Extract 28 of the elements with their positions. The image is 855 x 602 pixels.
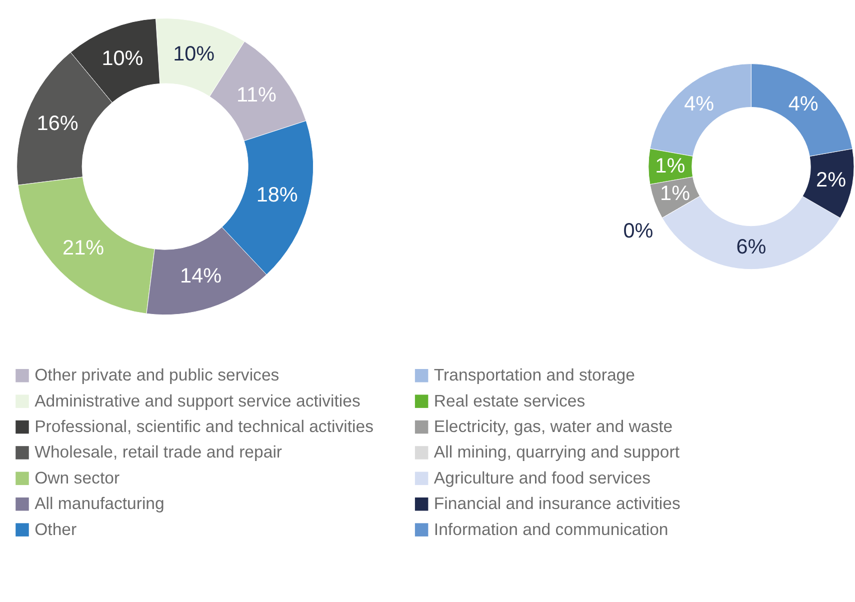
legend-label: Information and communication [434, 520, 668, 539]
data-label: 14% [180, 264, 222, 288]
data-label: 10% [102, 46, 144, 70]
legend-label: Real estate services [434, 391, 586, 410]
legend-label: Agriculture and food services [434, 468, 651, 488]
data-label: 2% [816, 168, 846, 192]
legend-label: Professional, scientific and technical activities [34, 416, 374, 436]
legend-label: Wholesale, retail trade and repair [34, 442, 282, 462]
legend-label: Electricity, gas, water and waste [434, 416, 673, 436]
data-label: 18% [256, 183, 298, 206]
legend-label: Financial and insurance activities [434, 494, 680, 514]
data-label: 6% [736, 236, 766, 259]
legend-label: All mining, quarrying and support [434, 442, 680, 462]
legend-label: All manufacturing [34, 494, 164, 514]
legend-label: Own sector [34, 468, 120, 488]
legend-label: Administrative and support service activities [34, 391, 360, 410]
data-label: 10% [173, 42, 215, 66]
legend-label: Transportation and storage [434, 366, 635, 385]
text: 0% [623, 220, 654, 243]
data-label: 4% [684, 92, 714, 116]
data-label: 4% [788, 92, 818, 116]
data-label: 1% [655, 154, 686, 178]
data-label: 21% [62, 236, 104, 260]
data-label: 11% [236, 84, 276, 107]
legend-label: Other private and public services [34, 366, 280, 385]
data-label: 16% [36, 112, 78, 135]
legend-label: Other [34, 520, 78, 539]
data-label: 1% [660, 182, 690, 206]
